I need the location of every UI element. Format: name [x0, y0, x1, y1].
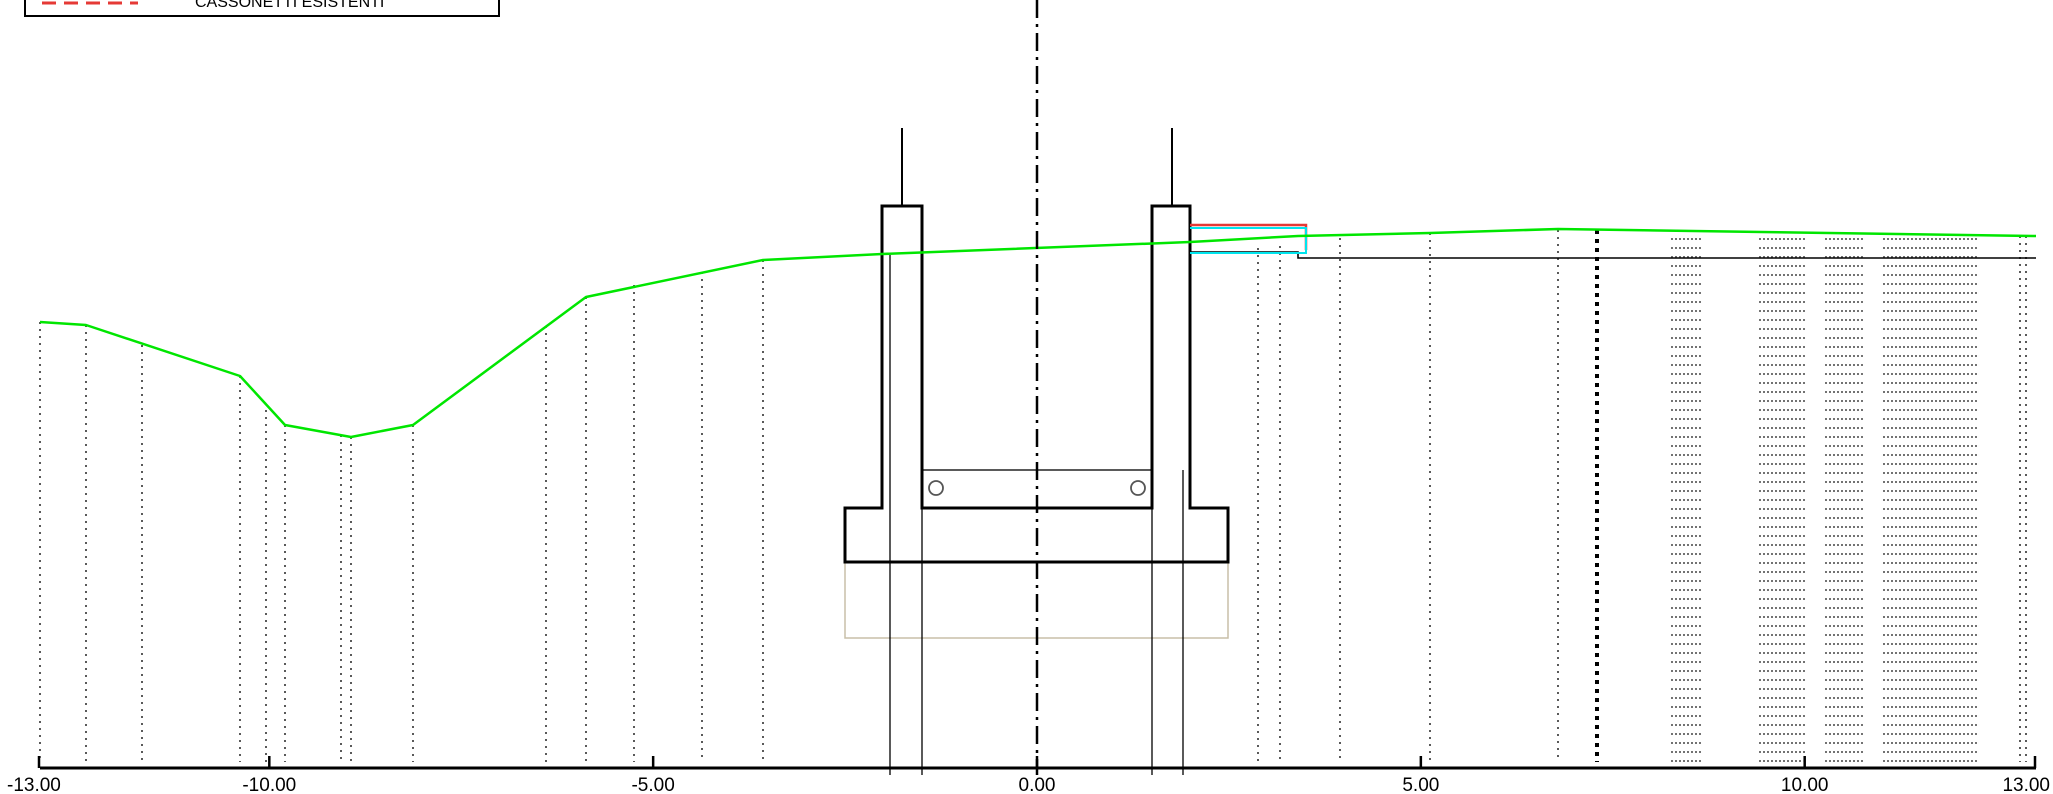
- terrain-profile: [39, 227, 2037, 439]
- distance-axis: -13.00 -10.00 -5.00 0.00 5.00 10.00 13.00: [7, 756, 2050, 794]
- axis-tick-label: -13.00: [7, 775, 61, 794]
- legend-frame: [24, 0, 500, 17]
- axis-tick-label: 13.00: [2002, 775, 2050, 794]
- duct-circle: [928, 480, 944, 496]
- axis-tick-label: 10.00: [1781, 775, 1829, 794]
- axis-tick-label: 5.00: [1402, 775, 1439, 794]
- new-box-outline: [1190, 227, 1307, 254]
- legend-label: CASSONETTI ESISTENTI: [195, 0, 384, 11]
- duct-circle: [1130, 480, 1146, 496]
- axis-tick-label: -5.00: [631, 775, 674, 794]
- road-platform-line: [1190, 251, 2036, 259]
- axis-tick-label: 0.00: [1019, 775, 1056, 794]
- dense-survey-columns: [1671, 238, 1977, 762]
- axis-tick-label: -10.00: [242, 775, 296, 794]
- axis-ticks: -13.00 -10.00 -5.00 0.00 5.00 10.00 13.00: [7, 756, 2050, 794]
- legend: CASSONETTI ESISTENTI: [24, 0, 500, 17]
- survey-dotted-lines: [39, 230, 2027, 762]
